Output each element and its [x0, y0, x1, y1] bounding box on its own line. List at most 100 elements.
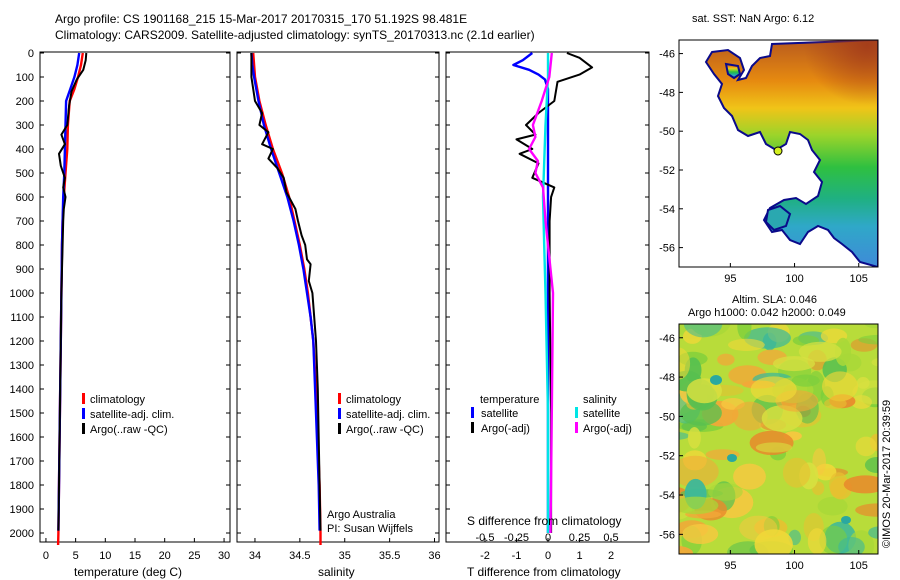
- temp-legend: climatology satellite-adj. clim. Argo(..…: [82, 393, 174, 436]
- sla-blob: [822, 371, 858, 402]
- sal-legend-clim: climatology: [346, 394, 402, 406]
- s-tick-label: 0.25: [569, 532, 590, 544]
- sla-blob: [732, 401, 768, 431]
- sla-blob: [681, 421, 707, 432]
- sla-blob: [864, 324, 878, 329]
- sla-blob: [782, 457, 811, 488]
- diff-legend-tsat: satellite: [481, 408, 518, 420]
- map-ytick-label: -46: [659, 333, 675, 345]
- diff-legend-ssat: satellite: [583, 408, 620, 420]
- sla-blob: [852, 380, 878, 405]
- sla-blob: [710, 375, 722, 385]
- sla-blob: [761, 405, 803, 432]
- sla-map-title1: Altim. SLA: 0.046: [732, 294, 817, 306]
- sla-blob: [807, 528, 827, 554]
- depth-tick-label: 1000: [10, 288, 34, 300]
- xtick-label: 2: [608, 550, 614, 562]
- sla-blob: [798, 341, 842, 362]
- xtick-label: 35: [339, 550, 351, 562]
- diff-legend-temp-head: temperature: [480, 394, 539, 406]
- sla-blob: [682, 524, 719, 544]
- sal-axes: [236, 51, 440, 543]
- sla-map-frame: [678, 323, 879, 555]
- diff-legend-swatch-sargo: [575, 422, 578, 433]
- series-line-magenta: [527, 52, 555, 534]
- depth-tick-label: 1900: [10, 504, 34, 516]
- xtick-label: 15: [129, 550, 141, 562]
- depth-tick-label: 0: [28, 48, 34, 60]
- sla-blob: [855, 436, 877, 457]
- sla-blob: [871, 358, 878, 367]
- map-ytick-label: -50: [659, 126, 675, 138]
- sst-ytick-labels: -46 -48 -50 -52 -54 -56: [659, 49, 683, 255]
- diff-legend-swatch-ssat: [575, 407, 578, 418]
- series-line-black: [250, 53, 322, 531]
- temp-legend-swatch-clim: [82, 393, 85, 404]
- sla-blob: [679, 432, 690, 440]
- sla-blob: [686, 378, 723, 404]
- sla-blob: [679, 496, 719, 515]
- map-ytick-label: -50: [659, 411, 675, 423]
- depth-tick-label: 700: [16, 216, 34, 228]
- sst-patch-south: [764, 204, 792, 232]
- sst-map: [679, 40, 878, 267]
- sla-blob: [717, 353, 735, 366]
- sla-blob: [868, 526, 878, 539]
- sla-blob: [679, 455, 719, 488]
- depth-tick-label: 1500: [10, 408, 34, 420]
- sal-xlabel: salinity: [318, 565, 355, 579]
- diff-legend-targo: Argo(-adj): [481, 423, 530, 435]
- sla-blob: [727, 454, 737, 462]
- sla-blob: [683, 324, 723, 338]
- sla-map-title2: Argo h1000: 0.042 h2000: 0.049: [688, 307, 846, 319]
- sla-blob: [687, 427, 701, 449]
- sal-legend-sat: satellite-adj. clim.: [346, 409, 430, 421]
- s-tick-label: -0.5: [476, 532, 495, 544]
- diff-legend-swatch-tsat: [471, 407, 474, 418]
- depth-tick-label: 1400: [10, 384, 34, 396]
- xtick-label: 25: [188, 550, 200, 562]
- depth-tick-label: 600: [16, 192, 34, 204]
- depth-tick-label: 800: [16, 240, 34, 252]
- xtick-label: 36: [428, 550, 440, 562]
- depth-tick-label: 2000: [10, 528, 34, 540]
- xtick-label: 34.5: [289, 550, 310, 562]
- diff-legend-sal-head: salinity: [583, 394, 617, 406]
- xtick-label: 10: [99, 550, 111, 562]
- map-xtick-label: 105: [850, 560, 868, 572]
- depth-tick-label: 1700: [10, 456, 34, 468]
- xtick-label: 35.5: [379, 550, 400, 562]
- depth-tick-label: 200: [16, 96, 34, 108]
- sla-blob: [829, 472, 849, 498]
- sla-blob: [858, 334, 878, 345]
- sla-blob: [679, 347, 691, 380]
- sla-blob: [824, 398, 847, 409]
- s-tick-label: -0.25: [504, 532, 529, 544]
- temp-legend-sat: satellite-adj. clim.: [90, 409, 174, 421]
- sla-blob: [855, 503, 878, 517]
- depth-tick-label: 1300: [10, 360, 34, 372]
- map-ytick-label: -52: [659, 165, 675, 177]
- sla-xtick-labels: 95 100 105: [724, 550, 868, 572]
- map-ytick-label: -52: [659, 451, 675, 463]
- depth-tick-label: 300: [16, 120, 34, 132]
- sla-anomaly-blobs: [679, 324, 878, 554]
- diff-legend-sargo: Argo(-adj): [583, 423, 632, 435]
- s-tick-label: 0: [545, 532, 551, 544]
- depth-tick-label: 100: [16, 72, 34, 84]
- depth-tick-label: 1200: [10, 336, 34, 348]
- sal-legend-swatch-sat: [338, 408, 341, 419]
- map-ytick-label: -54: [659, 204, 675, 216]
- diff-legend: temperature salinity satellite Argo(-adj…: [471, 394, 632, 435]
- figure-title-line1: Argo profile: CS 1901168_215 15-Mar-2017…: [55, 12, 467, 26]
- sla-blob: [754, 529, 793, 554]
- figure-title-line2: Climatology: CARS2009. Satellite-adjuste…: [55, 28, 535, 42]
- temp-legend-swatch-argo: [82, 423, 85, 434]
- depth-tick-label: 1800: [10, 480, 34, 492]
- sla-blob: [791, 374, 820, 387]
- temp-xtick-labels: 0 5 10 15 20 25 30: [43, 538, 230, 562]
- xtick-label: 20: [159, 550, 171, 562]
- map-xtick-label: 95: [724, 273, 736, 285]
- depth-tick-label: 400: [16, 144, 34, 156]
